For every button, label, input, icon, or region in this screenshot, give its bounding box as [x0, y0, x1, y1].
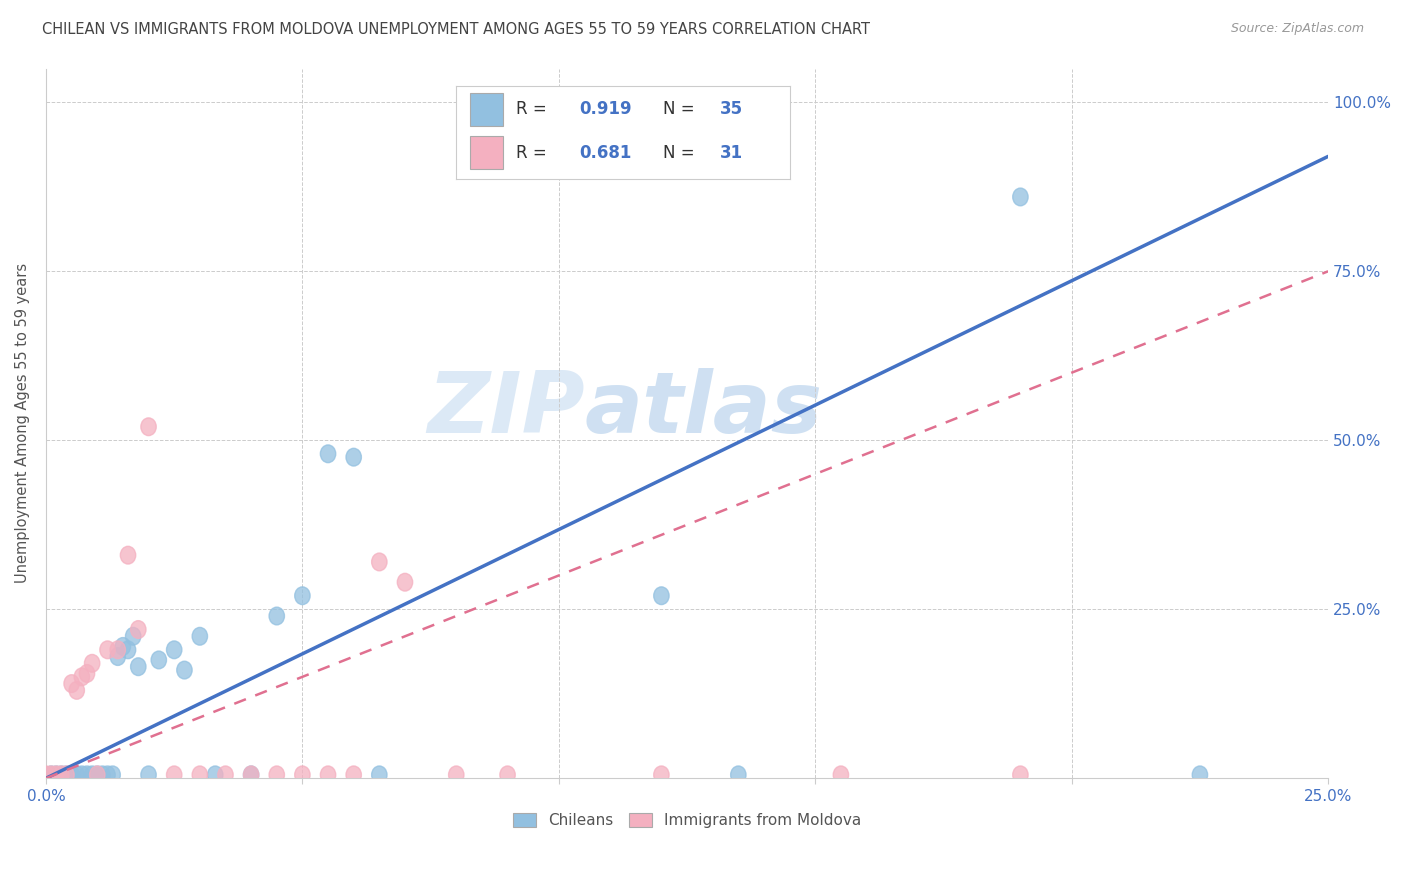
- Ellipse shape: [141, 417, 156, 435]
- Ellipse shape: [1012, 188, 1028, 206]
- Ellipse shape: [125, 627, 141, 645]
- Ellipse shape: [110, 648, 125, 665]
- Ellipse shape: [100, 641, 115, 658]
- Ellipse shape: [371, 766, 387, 784]
- Ellipse shape: [63, 766, 79, 784]
- Ellipse shape: [193, 766, 208, 784]
- Ellipse shape: [269, 607, 284, 625]
- Ellipse shape: [84, 766, 100, 784]
- Ellipse shape: [79, 766, 94, 784]
- Text: CHILEAN VS IMMIGRANTS FROM MOLDOVA UNEMPLOYMENT AMONG AGES 55 TO 59 YEARS CORREL: CHILEAN VS IMMIGRANTS FROM MOLDOVA UNEMP…: [42, 22, 870, 37]
- Ellipse shape: [346, 766, 361, 784]
- Ellipse shape: [53, 766, 69, 784]
- Text: Source: ZipAtlas.com: Source: ZipAtlas.com: [1230, 22, 1364, 36]
- Ellipse shape: [295, 587, 311, 605]
- Ellipse shape: [53, 766, 69, 784]
- Ellipse shape: [131, 621, 146, 639]
- Ellipse shape: [44, 766, 59, 784]
- Ellipse shape: [150, 651, 166, 669]
- Ellipse shape: [121, 546, 136, 564]
- Ellipse shape: [449, 766, 464, 784]
- Ellipse shape: [90, 766, 105, 784]
- Ellipse shape: [59, 766, 75, 784]
- Y-axis label: Unemployment Among Ages 55 to 59 years: Unemployment Among Ages 55 to 59 years: [15, 263, 30, 583]
- Ellipse shape: [177, 661, 193, 679]
- Text: ZIP: ZIP: [427, 368, 585, 450]
- Ellipse shape: [75, 668, 90, 686]
- Text: atlas: atlas: [585, 368, 823, 450]
- Ellipse shape: [84, 655, 100, 673]
- Ellipse shape: [69, 681, 84, 699]
- Ellipse shape: [49, 766, 63, 784]
- Ellipse shape: [295, 766, 311, 784]
- Ellipse shape: [166, 641, 181, 658]
- Ellipse shape: [100, 766, 115, 784]
- Ellipse shape: [1192, 766, 1208, 784]
- Ellipse shape: [654, 766, 669, 784]
- Ellipse shape: [1012, 766, 1028, 784]
- Ellipse shape: [321, 766, 336, 784]
- Ellipse shape: [193, 627, 208, 645]
- Ellipse shape: [63, 674, 79, 692]
- Ellipse shape: [79, 665, 94, 682]
- Ellipse shape: [208, 766, 224, 784]
- Ellipse shape: [654, 587, 669, 605]
- Ellipse shape: [121, 641, 136, 658]
- Ellipse shape: [131, 657, 146, 675]
- Ellipse shape: [49, 766, 63, 784]
- Ellipse shape: [38, 766, 53, 784]
- Ellipse shape: [501, 766, 515, 784]
- Ellipse shape: [243, 766, 259, 784]
- Ellipse shape: [398, 574, 413, 591]
- Ellipse shape: [90, 766, 105, 784]
- Ellipse shape: [346, 449, 361, 466]
- Ellipse shape: [75, 766, 90, 784]
- Legend: Chileans, Immigrants from Moldova: Chileans, Immigrants from Moldova: [508, 807, 868, 834]
- Ellipse shape: [105, 766, 121, 784]
- Ellipse shape: [115, 638, 131, 656]
- Ellipse shape: [166, 766, 181, 784]
- Ellipse shape: [218, 766, 233, 784]
- Ellipse shape: [243, 766, 259, 784]
- Ellipse shape: [731, 766, 747, 784]
- Ellipse shape: [141, 766, 156, 784]
- Ellipse shape: [371, 553, 387, 571]
- Ellipse shape: [69, 766, 84, 784]
- Ellipse shape: [269, 766, 284, 784]
- Ellipse shape: [63, 766, 79, 784]
- Ellipse shape: [94, 766, 110, 784]
- Ellipse shape: [321, 445, 336, 463]
- Ellipse shape: [59, 766, 75, 784]
- Ellipse shape: [110, 641, 125, 658]
- Ellipse shape: [834, 766, 849, 784]
- Ellipse shape: [44, 766, 59, 784]
